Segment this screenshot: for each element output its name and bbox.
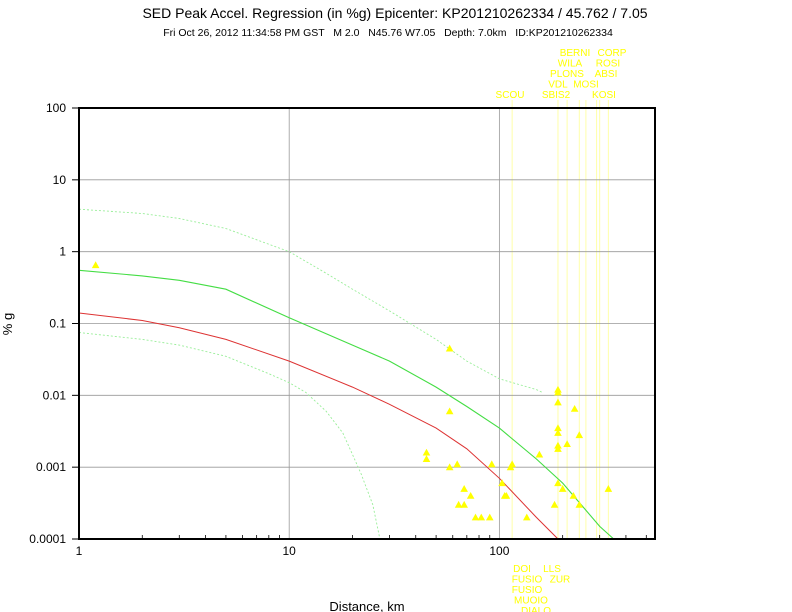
station-label-top: KOSI [592,90,616,101]
curve-red [78,312,559,540]
data-point [554,398,562,406]
station-label-top: VDL [548,80,568,91]
grid-lines [79,108,655,539]
station-label-bottom: MUOIO [514,596,548,607]
station-label-bottom: FUSIO [512,585,543,596]
station-label-top: ROSI [596,59,620,70]
station-label-bottom: FUSIO [512,575,543,586]
data-point [554,429,562,436]
data-point [554,424,562,432]
y-tick-label: 0.001 [36,460,66,474]
y-tick-label: 0.0001 [29,532,66,546]
chart-subtitle: Fri Oct 26, 2012 11:34:58 PM GST M 2.0 N… [163,27,613,39]
y-axis-label: % g [0,313,15,335]
data-point [91,261,100,269]
station-label-bottom: LLS [543,564,561,575]
data-points [91,261,613,521]
data-point [445,407,454,415]
station-label-bottom: DIALO [521,606,551,612]
station-label-top: SCOU [496,90,525,101]
station-label-top: WILA [558,59,583,70]
station-label-bottom: ZUR [550,575,571,586]
curve-upper-sigma [78,208,543,393]
data-point [453,460,462,468]
y-tick-label: 10 [53,173,67,187]
data-point [563,440,571,448]
data-point [422,448,431,456]
data-point [466,491,475,499]
x-axis-label: Distance, km [329,599,404,612]
curve-median [78,269,615,540]
data-point [522,513,531,521]
station-label-top: SBIS2 [542,90,571,101]
data-point [535,450,544,458]
station-label-top: PLONS [550,69,584,80]
y-tick-label: 0.1 [49,317,66,331]
chart-title: SED Peak Accel. Regression (in %g) Epice… [142,5,647,21]
data-point [575,500,584,508]
data-point [487,460,496,468]
data-point [569,491,578,499]
station-label-top: MOSI [573,80,599,91]
data-point [575,431,584,439]
station-label-top: ABSI [595,69,618,80]
data-point [558,484,567,492]
data-point [454,500,463,508]
data-point [422,455,431,463]
data-point [471,513,480,521]
y-tick-label: 1 [59,245,66,259]
y-tick-label: 0.01 [43,388,67,402]
regression-curves [78,208,615,540]
station-lines [511,100,609,539]
station-label-top: BERNI [560,48,591,59]
station-labels-top: BERNI CORP WILA ROSI PLONS ABSI VDL MOSI SCOU SBI… [496,48,627,101]
data-point [550,500,559,508]
x-tick-label: 10 [283,544,297,558]
data-point [445,463,454,471]
data-point [554,388,562,396]
data-point [485,513,494,521]
x-tick-label: 100 [489,544,509,558]
x-axis-ticks: 1 10 100 [76,535,647,558]
data-point [604,484,613,492]
data-point [460,500,468,508]
station-label-bottom: DOI [513,564,531,575]
station-label-top: CORP [598,48,627,59]
data-point [554,479,562,487]
y-tick-label: 100 [46,101,66,115]
y-axis-ticks: 0.0001 0.001 0.01 0.1 1 10 100 [29,101,79,546]
data-point [508,460,516,468]
data-point [554,445,562,452]
data-point [502,491,511,499]
data-point [460,484,468,492]
data-point [477,513,486,521]
data-point [570,404,579,412]
curve-lower-sigma [78,332,381,540]
data-point [445,344,454,352]
x-tick-label: 1 [76,544,83,558]
data-point [498,479,506,487]
